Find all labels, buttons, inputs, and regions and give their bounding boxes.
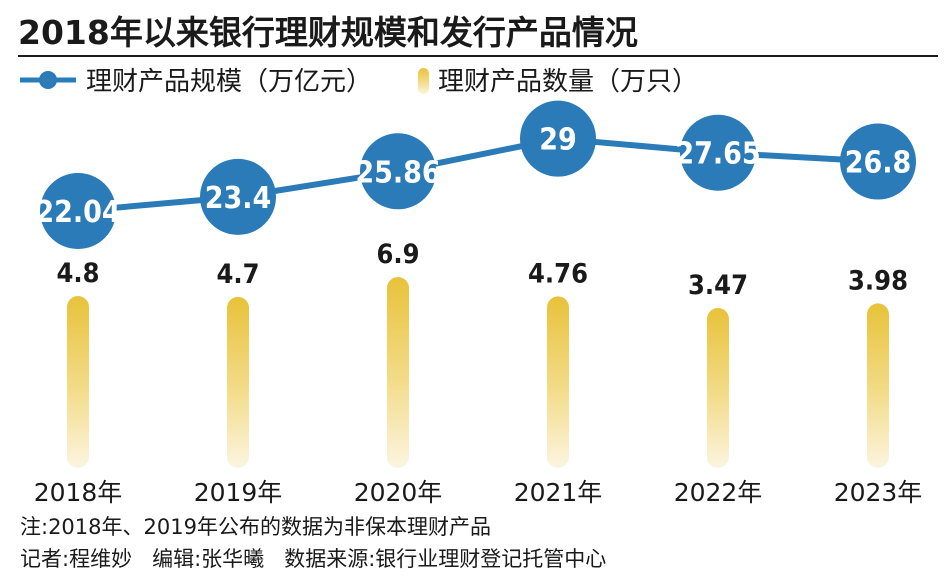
- legend-label-count: 理财产品数量（万只）: [438, 67, 698, 97]
- data-label: 27.65: [675, 137, 760, 172]
- bar: [227, 296, 249, 468]
- x-tick-label: 2023年: [834, 478, 923, 507]
- bar-value-label: 3.98: [848, 265, 908, 296]
- bar: [867, 303, 889, 468]
- bar-value-label: 4.7: [216, 259, 259, 290]
- legend-bar-marker: [418, 68, 429, 94]
- credits: 记者:程维妙 编辑:张华曦 数据来源:银行业理财登记托管中心: [20, 547, 606, 571]
- x-axis-labels: 2018年 2019年 2020年 2021年 2022年 2023年: [34, 478, 923, 507]
- x-tick-label: 2019年: [194, 478, 283, 507]
- x-tick-label: 2021年: [514, 478, 603, 507]
- data-point: [360, 133, 436, 210]
- data-label: 25.86: [355, 155, 440, 190]
- bar-value-label: 4.76: [528, 258, 588, 289]
- chart-title: 2018年以来银行理财规模和发行产品情况: [18, 13, 638, 52]
- bar-series: 4.8 4.7 6.9 4.76 3.47 3.98: [56, 239, 908, 468]
- data-point: [840, 123, 916, 200]
- line-series: 22.04 23.4 25.86 29 27.65 26.8: [35, 100, 916, 249]
- legend-line-dot: [39, 71, 57, 89]
- data-point: [680, 114, 756, 191]
- data-point: [520, 100, 596, 177]
- data-label: 23.4: [205, 181, 272, 216]
- data-point: [200, 158, 276, 235]
- legend: 理财产品规模（万亿元） 理财产品数量（万只）: [20, 67, 698, 97]
- legend-label-scale: 理财产品规模（万亿元）: [86, 67, 372, 97]
- bar: [707, 308, 729, 468]
- x-tick-label: 2018年: [34, 478, 123, 507]
- data-label: 29: [539, 123, 577, 158]
- bar-value-label: 6.9: [376, 239, 419, 270]
- footnote: 注:2018年、2019年公布的数据为非保本理财产品: [20, 515, 491, 539]
- bar: [67, 296, 89, 468]
- data-label: 26.8: [845, 146, 912, 181]
- data-label: 22.04: [35, 195, 120, 230]
- bar: [547, 296, 569, 468]
- x-tick-label: 2022年: [674, 478, 763, 507]
- data-point: [40, 173, 116, 249]
- x-tick-label: 2020年: [354, 478, 443, 507]
- bar-value-label: 3.47: [688, 270, 748, 301]
- bar: [387, 276, 409, 468]
- bar-value-label: 4.8: [56, 258, 99, 289]
